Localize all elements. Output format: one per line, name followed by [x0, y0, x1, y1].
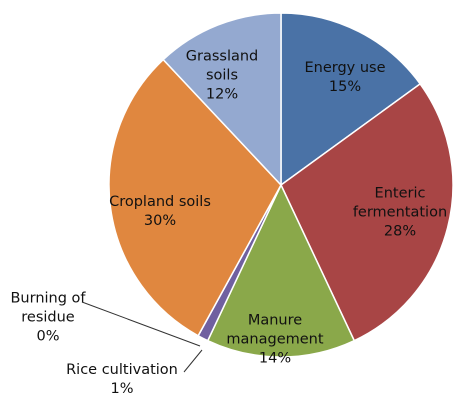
pie-slice [206, 183, 356, 358]
pie-slice [162, 12, 282, 187]
value-label: 30% [143, 213, 177, 229]
value-label: 15% [328, 79, 362, 95]
category-label: Manure management [226, 312, 324, 348]
slice-label: Burning of residue 0% [3, 290, 93, 347]
value-label: 28% [383, 223, 417, 240]
value-label: 12% [205, 86, 239, 103]
category-label: Burning of residue [10, 290, 86, 326]
value-label: 14% [258, 350, 292, 367]
category-label: Energy use [304, 60, 386, 76]
leader-line [183, 349, 203, 373]
slice-label: Manure management 14% [210, 312, 340, 369]
category-label: Cropland soils [109, 194, 211, 210]
category-label: Grassland soils [185, 48, 259, 84]
value-label: 0% [36, 328, 60, 345]
category-label: Rice cultivation [66, 362, 178, 378]
slice-label: Grassland soils 12% [182, 48, 262, 105]
slice-label: Rice cultivation 1% [57, 361, 187, 399]
slice-label: Cropland soils 30% [95, 193, 225, 231]
value-label: 1% [110, 381, 134, 397]
slice-label: Energy use 15% [290, 59, 400, 97]
leader-line [81, 301, 201, 347]
category-label: Enteric fermentation [352, 185, 448, 221]
pie-slice [280, 12, 422, 187]
pie-slice [108, 58, 282, 337]
pie-slice [280, 82, 454, 342]
slice-label: Enteric fermentation 28% [345, 185, 455, 242]
